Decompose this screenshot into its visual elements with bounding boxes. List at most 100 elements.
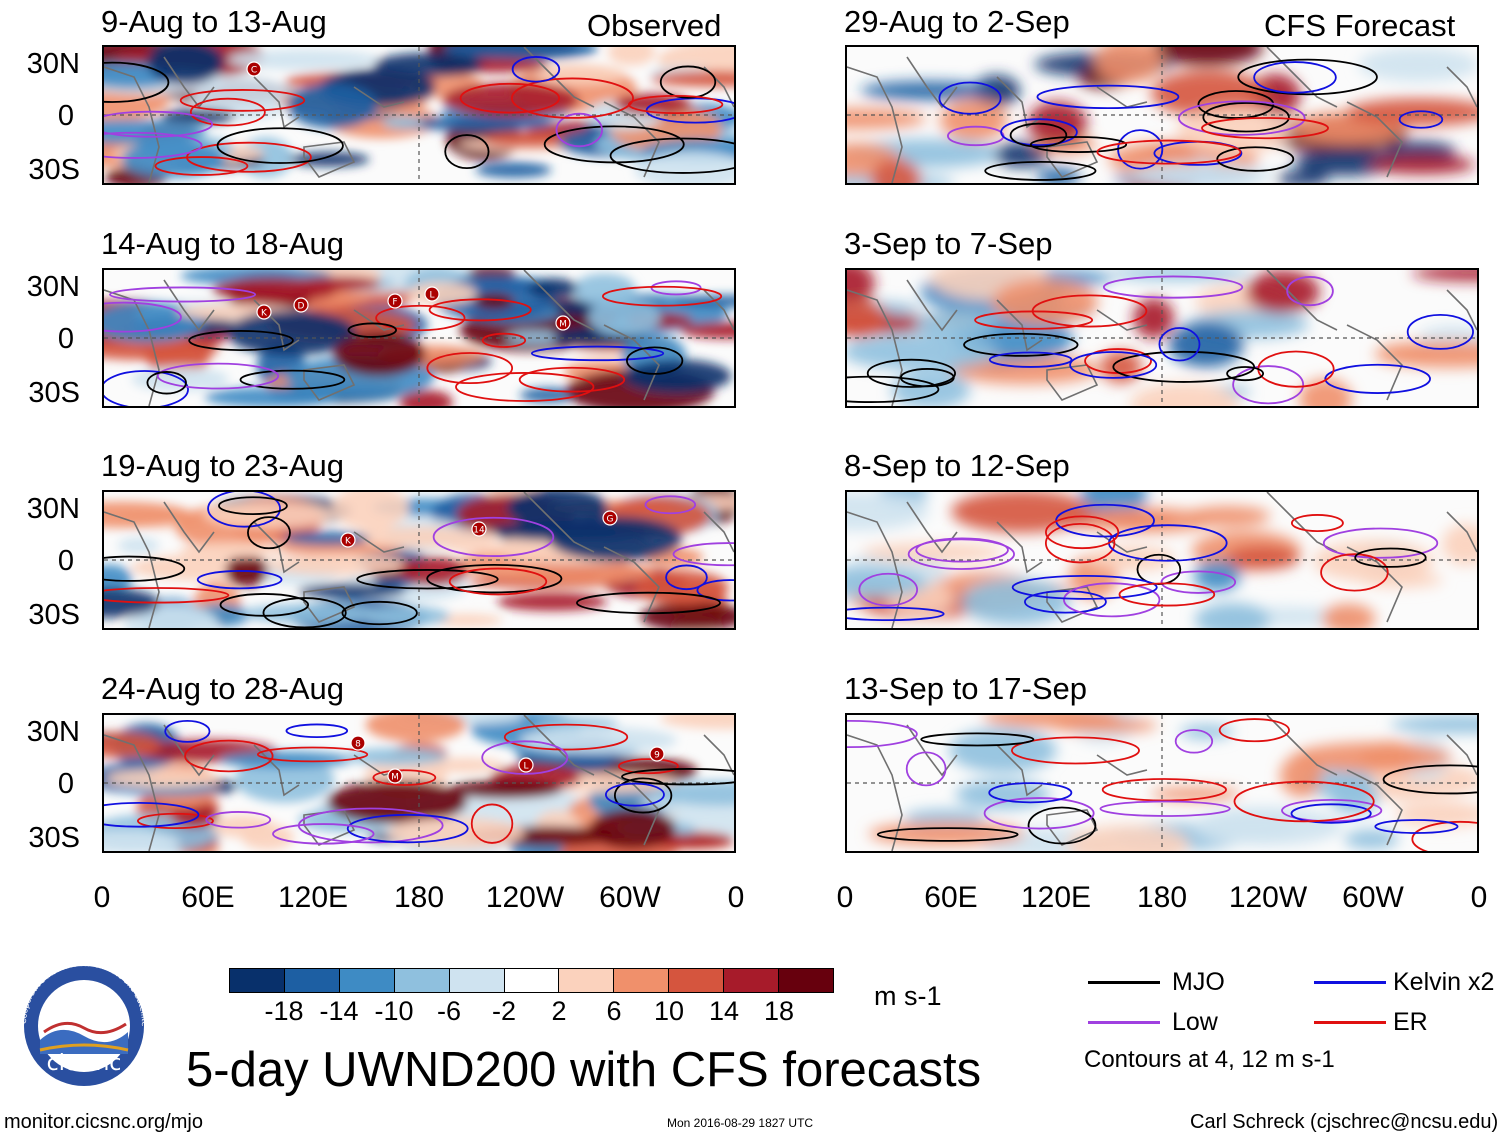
kelvin-contour	[1024, 590, 1107, 614]
easterly-anomaly	[1193, 560, 1241, 592]
er-contour	[1233, 780, 1375, 823]
westerly-anomaly	[145, 338, 211, 376]
easterly-anomaly	[240, 603, 378, 624]
er-contour	[179, 89, 306, 112]
logo-text: cics.nc	[47, 1051, 122, 1076]
panel-title-2: 14-Aug to 18-Aug	[101, 226, 345, 261]
easterly-anomaly	[118, 537, 160, 555]
easterly-anomaly	[227, 49, 380, 70]
westerly-anomaly	[365, 715, 466, 742]
coastline	[353, 309, 405, 331]
ytick-30n: 30N	[26, 716, 80, 748]
mjo-contour	[626, 346, 684, 375]
easterly-anomaly	[847, 333, 998, 370]
er-contour	[1218, 718, 1290, 743]
coastline	[104, 66, 160, 183]
storm-marker	[256, 304, 272, 320]
mjo-contour	[216, 127, 344, 164]
westerly-anomaly	[179, 542, 284, 558]
easterly-anomaly	[1358, 47, 1477, 82]
easterly-anomaly	[234, 756, 335, 803]
coastline	[163, 279, 215, 332]
colorbar-swatch	[614, 969, 670, 992]
low-contour	[847, 719, 918, 749]
westerly-anomaly	[1312, 540, 1434, 582]
kelvin-contour	[1374, 819, 1459, 834]
coastline	[847, 66, 903, 183]
ytick-30s: 30S	[28, 154, 80, 186]
easterly-anomaly	[344, 747, 447, 766]
xtick-120e: 120E	[1020, 881, 1092, 914]
mjo-contour	[876, 827, 1019, 842]
coastline	[1446, 66, 1477, 108]
er-contour	[1201, 117, 1329, 140]
mjo-contour	[341, 600, 418, 626]
westerly-anomaly	[982, 715, 1121, 728]
mjo-contour	[963, 332, 1079, 357]
easterly-anomaly	[400, 115, 553, 131]
xtick-180: 180	[1136, 881, 1188, 914]
easterly-anomaly	[622, 359, 732, 393]
xtick-60w: 60W	[599, 881, 661, 914]
kelvin-contour	[530, 345, 665, 362]
easterly-anomaly	[860, 81, 996, 101]
easterly-anomaly	[1203, 808, 1298, 841]
westerly-anomaly	[847, 299, 888, 339]
westerly-anomaly	[212, 277, 338, 303]
er-contour	[426, 352, 514, 385]
mjo-contour	[576, 591, 721, 615]
anomaly-field	[847, 715, 1477, 851]
coastline	[703, 734, 734, 776]
mjo-contour	[219, 593, 310, 617]
panel-title-6: 3-Sep to 7-Sep	[844, 226, 1053, 261]
coastline	[1266, 270, 1338, 331]
westerly-anomaly	[1150, 47, 1264, 66]
coastline	[523, 715, 595, 776]
colorbar-swatch	[230, 969, 285, 992]
kelvin-contour	[1036, 84, 1180, 109]
low-contour	[1174, 729, 1214, 754]
easterly-anomaly	[1168, 321, 1244, 368]
colorbar-tick-label: -18	[264, 996, 304, 1026]
er-contour	[184, 739, 274, 773]
mjo-contour	[1027, 806, 1097, 845]
mjo-contour	[847, 375, 940, 403]
westerly-anomaly	[1094, 47, 1164, 84]
coastline	[1346, 101, 1403, 178]
er-contour	[1101, 778, 1227, 802]
storm-label: L	[429, 291, 434, 301]
westerly-anomaly	[951, 354, 1100, 385]
easterly-anomaly	[1126, 162, 1273, 183]
storm-label: K	[261, 309, 268, 319]
easterly-anomaly	[364, 606, 450, 627]
coastline	[1096, 309, 1148, 331]
map-panel-5	[845, 45, 1479, 185]
easterly-anomaly	[1194, 602, 1271, 628]
easterly-anomaly	[507, 330, 566, 345]
xtick-120w: 120W	[485, 881, 565, 914]
coastline	[1046, 364, 1099, 401]
low-contour	[1281, 798, 1383, 823]
storm-marker	[424, 286, 440, 302]
coastline	[906, 56, 958, 109]
easterly-anomaly	[1344, 829, 1399, 850]
xtick-60e: 60E	[924, 881, 978, 914]
mjo-contour	[659, 65, 717, 99]
er-contour	[1045, 515, 1120, 550]
coastline	[1346, 769, 1403, 846]
coastline	[1446, 734, 1477, 776]
coastline	[1096, 531, 1148, 553]
low-contour	[1099, 800, 1231, 817]
ytick-30s: 30S	[28, 377, 80, 409]
colorbar-tick-label: 6	[606, 996, 622, 1026]
coastline	[104, 511, 160, 628]
easterly-anomaly	[904, 809, 986, 827]
kelvin-contour	[104, 370, 189, 406]
easterly-anomaly	[847, 567, 928, 599]
storm-label: 14	[473, 526, 485, 536]
coastline	[1046, 141, 1099, 178]
xtick-0-end: 0	[727, 881, 745, 914]
westerly-anomaly	[1151, 69, 1267, 118]
coastline	[603, 769, 660, 846]
colorbar-swatch	[339, 969, 395, 992]
